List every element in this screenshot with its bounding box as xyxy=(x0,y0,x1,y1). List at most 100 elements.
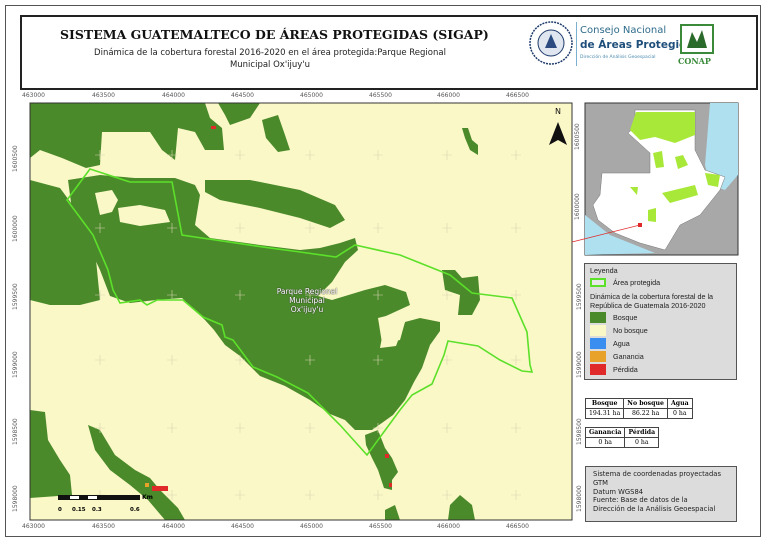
stats-value: 194.31 ha xyxy=(584,408,625,419)
stats-table-2: Ganancia Pérdida 0 ha 0 ha xyxy=(584,427,660,448)
area-label-line: Parque Regional xyxy=(276,287,338,296)
grid-cross xyxy=(167,490,177,500)
ganancia-swatch xyxy=(590,351,606,362)
guatemala-seal-logo xyxy=(529,21,573,65)
legend-area-row: Área protegida xyxy=(590,277,732,288)
stats-value: 0 ha xyxy=(624,437,660,448)
x-tick-label: 463500 xyxy=(92,92,115,99)
grid-cross xyxy=(373,423,383,433)
grid-cross xyxy=(373,490,383,500)
area-label: Parque Regional Municipal Ox'ijuy'u xyxy=(262,287,352,314)
x-tick-label: 464000 xyxy=(162,92,185,99)
area-label-line: Ox'ijuy'u xyxy=(290,305,324,314)
ganancia-patch xyxy=(145,483,149,487)
scale-label: 0.15 xyxy=(72,507,86,513)
stats-header: Agua xyxy=(666,398,693,409)
grid-cross xyxy=(305,355,315,365)
no-bosque-holes xyxy=(95,190,405,343)
grid-cross xyxy=(511,355,521,365)
perdida-patch xyxy=(385,454,389,458)
info-line: GTM xyxy=(593,478,609,487)
page-frame xyxy=(5,5,761,537)
scale-unit: Km xyxy=(142,494,153,501)
grid-cross xyxy=(511,150,521,160)
logo-divider xyxy=(576,22,577,66)
stats-header: Ganancia xyxy=(584,427,626,438)
grid-cross xyxy=(167,223,177,233)
grid-cross xyxy=(305,223,315,233)
x-tick-label: 466500 xyxy=(506,92,529,99)
x-tick-label: 466000 xyxy=(437,523,460,530)
conap-logo xyxy=(680,24,714,54)
grid-cross xyxy=(442,223,452,233)
north-arrow xyxy=(549,122,567,145)
conap-label: CONAP xyxy=(678,56,711,66)
perdida-patch xyxy=(389,483,392,487)
x-tick-label: 465500 xyxy=(369,92,392,99)
grid-cross xyxy=(167,150,177,160)
protected-area-boundary[interactable] xyxy=(66,168,534,457)
grid-cross xyxy=(511,423,521,433)
grid-cross xyxy=(95,223,105,233)
grid-cross xyxy=(167,423,177,433)
stats-value: 86.22 ha xyxy=(623,408,668,419)
grid-cross xyxy=(167,355,177,365)
x-tick-label: 464500 xyxy=(231,523,254,530)
perdida-swatch xyxy=(590,364,606,375)
stats-value: 0 ha xyxy=(584,437,626,448)
grid-cross xyxy=(305,423,315,433)
info-line: Sistema de coordenadas proyectadas xyxy=(593,470,721,478)
info-line: Fuente: Base de datos de la xyxy=(593,496,688,505)
map-border xyxy=(29,102,573,521)
bosque-swatch xyxy=(590,312,606,323)
grid-cross xyxy=(95,290,105,300)
x-tick-label: 465000 xyxy=(300,92,323,99)
legend-row: No bosque xyxy=(590,325,732,336)
legend: Leyenda Área protegida Dinámica de la co… xyxy=(584,263,737,380)
map-subtitle: Dinámica de la cobertura forestal 2016-2… xyxy=(94,48,446,70)
grid-cross xyxy=(305,490,315,500)
x-tick-label: 463000 xyxy=(22,92,45,99)
grid-cross xyxy=(235,355,245,365)
scale-label: 0.6 xyxy=(130,507,140,513)
stats-table-1: Bosque No bosque Agua 194.31 ha 86.22 ha… xyxy=(584,398,693,419)
grid-cross xyxy=(235,290,245,300)
stats-header: Bosque xyxy=(584,398,625,409)
agua-swatch xyxy=(590,338,606,349)
scale-label: 0.3 xyxy=(92,507,102,513)
legend-item: Bosque xyxy=(613,313,638,322)
grid-cross xyxy=(511,290,521,300)
grid-cross xyxy=(442,355,452,365)
map-title: SISTEMA GUATEMALTECO DE ÁREAS PROTEGIDAS… xyxy=(60,27,489,42)
legend-row: Ganancia xyxy=(590,351,732,362)
legend-row: Pérdida xyxy=(590,364,732,375)
logo-text-areas: de Áreas Protegidas xyxy=(580,39,700,51)
legend-section: Dinámica de la cobertura forestal de la … xyxy=(590,292,714,310)
legend-area-label: Área protegida xyxy=(613,278,661,287)
x-tick-label: 463500 xyxy=(92,523,115,530)
bosque-areas xyxy=(30,103,480,520)
north-label: N xyxy=(555,107,561,116)
x-tick-label: 465000 xyxy=(300,523,323,530)
perdida-patch xyxy=(152,486,168,491)
grid-cross xyxy=(373,290,383,300)
grid-cross xyxy=(235,423,245,433)
x-tick-label: 466500 xyxy=(506,523,529,530)
grid-cross xyxy=(95,150,105,160)
grid-cross xyxy=(442,490,452,500)
inset-map xyxy=(571,102,739,256)
x-tick-label: 465500 xyxy=(369,523,392,530)
x-tick-label: 463000 xyxy=(22,523,45,530)
stats-header: Pérdida xyxy=(624,427,660,438)
no-bosque-swatch xyxy=(590,325,606,336)
legend-item: Pérdida xyxy=(613,365,638,374)
scale-bar xyxy=(58,495,140,500)
grid-cross xyxy=(373,150,383,160)
grid-cross xyxy=(235,150,245,160)
legend-item: Ganancia xyxy=(613,352,644,361)
grid-cross xyxy=(167,290,177,300)
grid-cross xyxy=(235,223,245,233)
legend-item: Agua xyxy=(613,339,630,348)
